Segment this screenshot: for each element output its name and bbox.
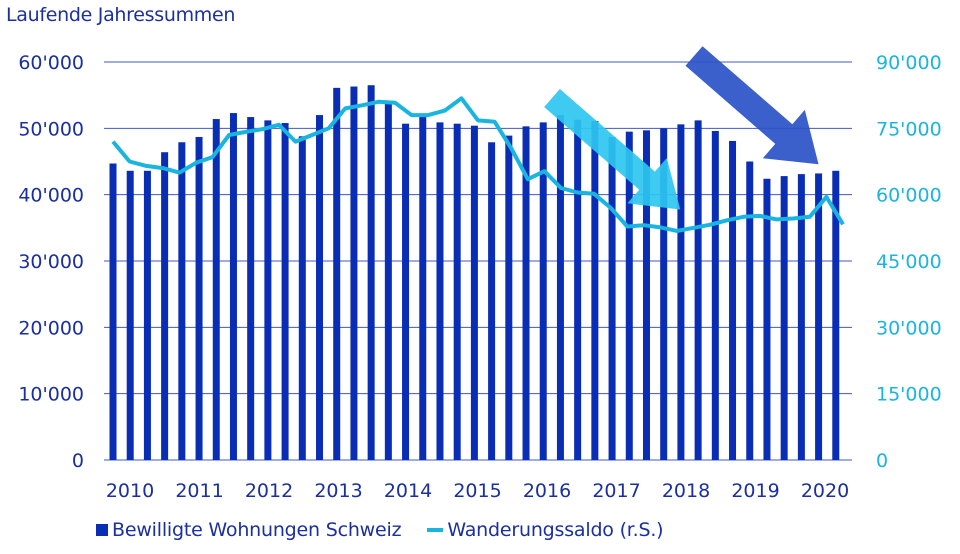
bar: [350, 86, 358, 460]
bar: [161, 152, 169, 461]
trend-arrow-dark-icon: [685, 46, 819, 165]
left-axis-tick-label: 20'000: [18, 317, 84, 339]
legend-bar-swatch-icon: [96, 524, 108, 536]
left-axis-tick-label: 50'000: [18, 118, 84, 140]
bar: [247, 117, 255, 460]
right-axis-tick-label: 15'000: [876, 384, 942, 406]
x-axis-tick-label: 2011: [175, 480, 223, 502]
bar: [556, 115, 564, 461]
bar: [367, 85, 375, 460]
bar: [625, 131, 633, 460]
x-axis-tick-label: 2018: [662, 480, 710, 502]
x-axis-tick-label: 2019: [731, 480, 779, 502]
bar: [384, 103, 392, 460]
bar: [470, 125, 478, 461]
trend-arrow-light-icon: [544, 88, 681, 210]
bar: [711, 130, 719, 460]
bar: [763, 178, 771, 460]
x-axis-tick-label: 2020: [801, 480, 849, 502]
bar: [539, 122, 547, 460]
bar: [178, 142, 186, 460]
bar: [264, 120, 272, 460]
x-axis-tick-label: 2012: [245, 480, 293, 502]
bar: [126, 170, 134, 460]
bar: [642, 130, 650, 460]
bar: [608, 136, 616, 460]
right-axis-tick-label: 30'000: [876, 317, 942, 339]
legend-bars-label: Bewilligte Wohnungen Schweiz: [112, 519, 402, 541]
bar: [729, 140, 737, 461]
bar: [522, 126, 530, 461]
bar: [505, 135, 513, 460]
bar: [453, 123, 461, 460]
bar: [746, 161, 754, 460]
left-axis-tick-label: 10'000: [18, 384, 84, 406]
bar: [143, 170, 151, 460]
left-axis-tick-label: 60'000: [18, 52, 84, 74]
bar: [109, 163, 117, 461]
chart-title: Laufende Jahressummen: [6, 4, 236, 26]
bar: [780, 176, 788, 461]
bar: [195, 136, 203, 460]
wanderungssaldo-line: [111, 96, 845, 233]
bar: [333, 87, 341, 461]
bar: [815, 173, 823, 460]
bar: [677, 124, 685, 460]
x-axis-tick-label: 2016: [523, 480, 571, 502]
legend: Bewilligte Wohnungen Schweiz Wanderungss…: [96, 519, 664, 541]
bar: [574, 119, 582, 461]
bar: [419, 117, 427, 460]
bar: [212, 119, 220, 461]
x-axis-tick-label: 2014: [384, 480, 432, 502]
bar: [436, 122, 444, 460]
x-axis-tick-label: 2015: [453, 480, 501, 502]
bar: [591, 121, 599, 460]
legend-line-swatch-icon: [427, 528, 444, 532]
x-axis-tick-label: 2010: [106, 480, 154, 502]
bar: [488, 142, 496, 460]
bar: [229, 113, 237, 461]
bar: [660, 128, 668, 461]
legend-line-label: Wanderungssaldo (r.S.): [447, 519, 664, 541]
bar: [298, 136, 306, 460]
bar: [281, 123, 289, 460]
right-axis-tick-label: 60'000: [876, 185, 942, 207]
right-axis-tick-label: 0: [876, 450, 888, 472]
bar: [316, 115, 324, 461]
right-axis-tick-label: 75'000: [876, 118, 942, 140]
right-axis-tick-label: 45'000: [876, 251, 942, 273]
left-axis-tick-label: 30'000: [18, 251, 84, 273]
left-axis-tick-label: 40'000: [18, 185, 84, 207]
x-axis-tick-label: 2013: [314, 480, 362, 502]
bar: [797, 174, 805, 460]
left-axis-tick-label: 0: [72, 450, 84, 472]
right-axis-tick-label: 90'000: [876, 52, 942, 74]
bar: [694, 120, 702, 460]
x-axis-tick-label: 2017: [592, 480, 640, 502]
bar: [402, 123, 410, 460]
bar: [832, 170, 840, 460]
